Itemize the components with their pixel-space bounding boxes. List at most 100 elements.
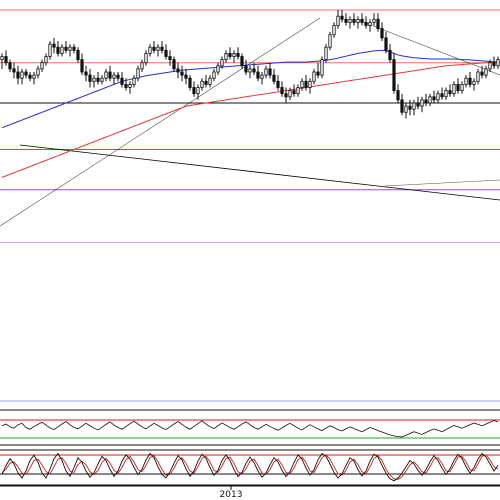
candle: [24, 68, 28, 79]
candle: [236, 47, 240, 60]
candle-body-down: [292, 90, 296, 95]
candle: [312, 68, 316, 85]
candle-body-up: [128, 84, 132, 88]
candle: [128, 81, 132, 94]
candle-body-down: [388, 49, 392, 60]
candle-body-down: [96, 77, 100, 82]
candle-body-up: [464, 77, 468, 85]
candle: [488, 59, 492, 72]
candle: [480, 65, 484, 79]
price-panel: [0, 9, 500, 243]
candle-body-down: [268, 68, 272, 76]
candle-body-down: [240, 56, 244, 67]
candle: [288, 87, 292, 100]
candle: [452, 81, 456, 97]
candle: [140, 59, 144, 72]
candle-body-down: [392, 59, 396, 91]
candle: [408, 99, 412, 116]
candle-body-up: [452, 84, 456, 95]
candle-body-down: [364, 21, 368, 26]
candle-body-up: [476, 71, 480, 82]
ma-fast-line: [1, 49, 499, 129]
candle-body-down: [168, 56, 172, 60]
candle: [416, 96, 420, 110]
candle: [248, 65, 252, 79]
candle-body-down: [380, 28, 384, 39]
candle: [36, 65, 40, 79]
candle-body-up: [44, 56, 48, 64]
candle: [44, 53, 48, 66]
candle: [28, 72, 32, 82]
candle-body-up: [328, 34, 332, 48]
candle: [496, 56, 500, 69]
candle: [88, 68, 92, 88]
candle-body-up: [60, 46, 64, 54]
candle-body-down: [152, 46, 156, 51]
candle: [484, 65, 488, 79]
candle-body-up: [104, 71, 108, 79]
candle-body-down: [72, 46, 76, 51]
candle: [404, 103, 408, 119]
candle-body-down: [448, 90, 452, 95]
candle-body-down: [424, 99, 428, 104]
candle: [68, 44, 72, 57]
candle: [20, 68, 24, 85]
candle: [52, 37, 56, 54]
ind1-line: [1, 420, 499, 438]
candle: [212, 68, 216, 82]
candle: [268, 62, 272, 79]
indicator-panel-2: [0, 449, 500, 486]
candle-body-up: [264, 68, 268, 76]
candle-body-down: [16, 71, 20, 79]
candle-body-down: [456, 84, 460, 92]
candle: [364, 16, 368, 29]
candle-body-up: [232, 53, 236, 57]
candle: [412, 99, 416, 116]
candle: [392, 53, 396, 94]
candle-body-up: [496, 59, 500, 67]
candle: [8, 59, 12, 72]
candle-body-up: [112, 74, 116, 79]
candle-body-up: [336, 15, 340, 26]
candle: [428, 93, 432, 107]
candle: [120, 72, 124, 88]
candle-body-down: [12, 68, 16, 73]
candle-body-down: [256, 71, 260, 79]
candle: [112, 72, 116, 85]
candle-body-down: [52, 43, 56, 48]
candle: [344, 13, 348, 26]
candle: [440, 87, 444, 100]
candle-body-up: [412, 102, 416, 110]
candle-body-down: [272, 74, 276, 82]
candle: [376, 13, 380, 32]
indicator-panel-1: [0, 409, 500, 446]
candle: [136, 65, 140, 82]
candle-body-up: [0, 56, 4, 60]
candle-body-down: [396, 90, 400, 101]
candle-body-up: [472, 80, 476, 85]
candle-body-down: [344, 18, 348, 23]
candle: [32, 72, 36, 85]
candle: [100, 75, 104, 85]
candle-body-up: [216, 65, 220, 73]
candle: [60, 44, 64, 57]
candle: [476, 68, 480, 85]
candle-body-up: [212, 71, 216, 79]
x-axis: 2013: [0, 485, 500, 500]
candle-body-down: [440, 93, 444, 98]
candle-body-down: [80, 59, 84, 73]
candle: [76, 47, 80, 63]
candle-body-up: [420, 99, 424, 107]
candle: [108, 65, 112, 82]
candle-body-up: [368, 21, 372, 26]
candle-body-up: [208, 77, 212, 85]
candle-body-down: [468, 77, 472, 85]
candle: [284, 87, 288, 103]
candle-body-down: [64, 46, 68, 51]
candle: [492, 56, 496, 69]
candle: [384, 31, 388, 54]
candle: [16, 65, 20, 85]
ind2-k-line: [1, 452, 499, 482]
